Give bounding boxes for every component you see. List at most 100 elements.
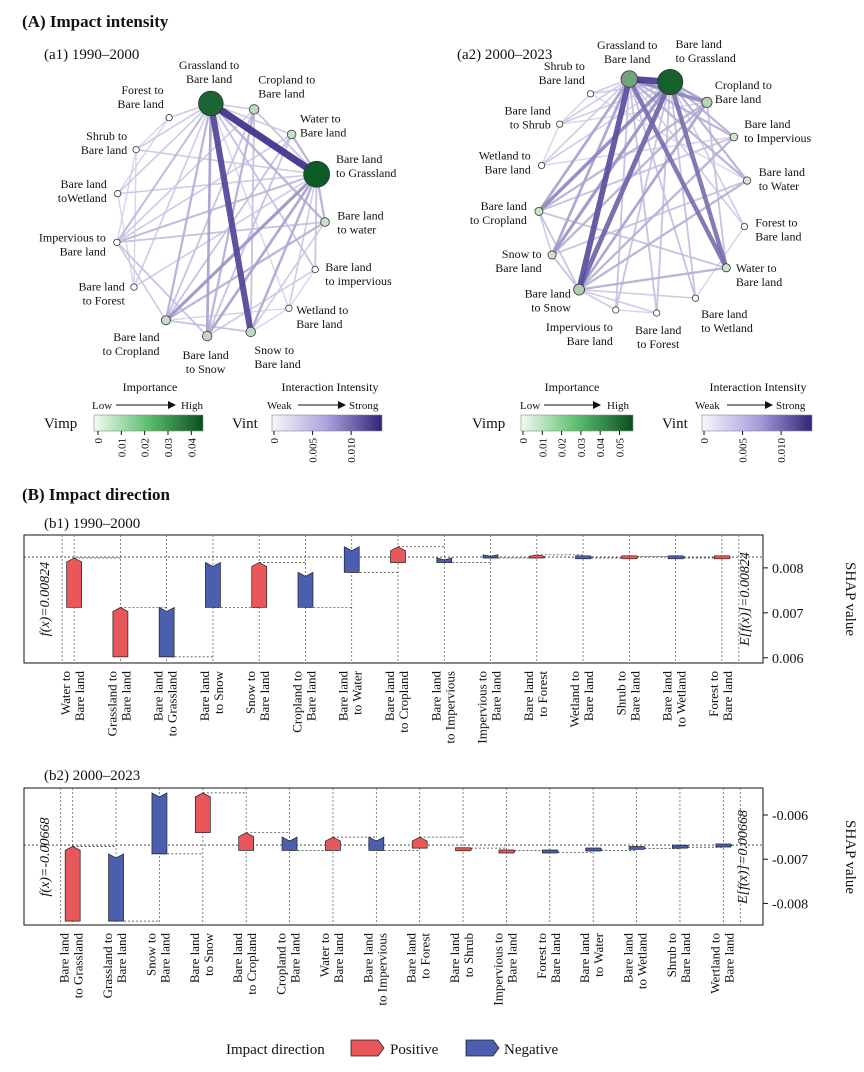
b2-xtick-label: Bare land <box>187 933 202 984</box>
waterfall-b1-efx-label: E[f(x)]=0.00824 <box>738 552 753 647</box>
a1-node-label: Wetland to <box>296 303 348 317</box>
b2-xtick-label: Bare land <box>678 933 693 984</box>
b1-xtick-label: to Impervious <box>442 671 457 744</box>
a2-edge <box>576 76 633 293</box>
waterfall-b2-ylabel: SHAP value <box>842 820 858 894</box>
a1-edge <box>206 133 293 338</box>
b1-bar <box>112 607 129 658</box>
a1-edge <box>249 173 318 334</box>
b2-xtick-label: to Wetland <box>635 933 650 990</box>
a1-edge <box>206 268 316 337</box>
network-a1-nodes <box>113 90 331 342</box>
a2-edge <box>669 81 746 228</box>
a1-node-label: toWetland <box>58 191 107 205</box>
colorbar-tick-label: 0.010 <box>346 438 358 463</box>
b2-xtick-label: Water to <box>317 933 332 977</box>
a2-node <box>537 161 546 170</box>
b2-xtick-label: to Forest <box>418 933 433 979</box>
colorbar-tick-label: 0.04 <box>595 438 607 458</box>
b2-bar <box>238 832 255 851</box>
a2-node-label: Cropland to <box>715 78 772 92</box>
b2-bar <box>194 792 211 834</box>
b1-xtick-label: to Cropland <box>396 671 411 733</box>
waterfall-b1-frame <box>23 534 764 664</box>
a1-edge <box>115 102 212 244</box>
legend-a2-vimp-colorbar <box>520 414 634 432</box>
a1-edge <box>115 241 209 338</box>
legend-a2-vint: Vint <box>662 416 689 432</box>
a1-node-label: Bare land <box>300 125 346 139</box>
a1-node-label: Bare land <box>337 208 383 222</box>
colorbar-tick-label: 0.03 <box>576 438 588 458</box>
b1-xtick-label: Bare land <box>118 671 133 722</box>
a2-node-label: to Water <box>759 179 799 193</box>
a2-edge <box>537 210 728 269</box>
a2-edge <box>538 210 553 256</box>
a2-node <box>729 132 739 142</box>
b1-xtick-label: Snow to <box>243 671 258 714</box>
colorbar-tick-label: 0.01 <box>116 438 128 457</box>
a2-edge <box>578 288 697 300</box>
section-b-title: (B) Impact direction <box>22 485 170 504</box>
a1-edge <box>116 116 170 195</box>
legend-a1-vint-ticks: 0 0.005 0.010 <box>269 431 358 463</box>
legend-a1-vimp: Vimp <box>44 416 77 432</box>
a2-node-label: Bare land <box>504 103 550 117</box>
a1-node <box>202 330 213 342</box>
a1-node <box>245 326 256 338</box>
b1-ytick-label: 0.007 <box>772 607 804 622</box>
b2-xtick-label: Bare land <box>621 933 636 984</box>
network-a2-edges <box>537 75 749 314</box>
network-a1-title: (a1) 1990–2000 <box>44 47 139 63</box>
a1-node <box>132 145 140 154</box>
a2-node-label: Wetland to <box>479 149 531 163</box>
a2-edge <box>628 78 697 300</box>
a1-edge <box>133 102 212 288</box>
a2-node-label: to Shrub <box>510 117 551 131</box>
b2-bar <box>715 843 733 848</box>
b2-bar <box>281 836 298 851</box>
a1-edge <box>249 221 326 333</box>
b2-xtick-label: to Impervious <box>374 933 389 1006</box>
b2-xtick-label: Bare land <box>504 933 519 984</box>
a1-edge <box>135 116 170 151</box>
b2-xtick-label: Forest to <box>534 933 549 979</box>
legend-a2-vimp: Vimp <box>472 416 505 432</box>
a2-node-label: to Cropland <box>470 213 527 227</box>
legend-a1-importance-title: Importance <box>123 380 178 394</box>
a2-edge <box>558 93 592 125</box>
network-a2-title: (a2) 2000–2023 <box>457 47 552 63</box>
colorbar-tick-label: 0.01 <box>537 438 549 457</box>
a1-edge <box>116 102 212 195</box>
legend-a2-importance-title: Importance <box>545 380 600 394</box>
b2-xtick-label: to Grassland <box>71 933 86 999</box>
b1-bar <box>251 562 268 608</box>
a1-node-label: to Cropland <box>103 344 160 358</box>
waterfall-b1-fx-label: f(x)=0.00824 <box>38 562 53 636</box>
a1-node-label: Bare land <box>296 317 342 331</box>
legend-a1-vint-colorbar <box>271 414 383 432</box>
b1-bar <box>714 555 731 560</box>
a1-node <box>286 129 297 140</box>
a1-node-label: Water to <box>300 111 341 125</box>
b2-xtick-label: Shrub to <box>664 933 679 977</box>
a1-node-label: to Forest <box>82 294 125 308</box>
a1-edge <box>207 100 254 335</box>
a1-edge <box>116 192 135 288</box>
legend-a2-low: Low <box>520 400 540 412</box>
b2-xtick-label: to Shrub <box>461 933 476 977</box>
a2-edge <box>577 266 728 291</box>
b1-xtick-label: Bare land <box>151 671 166 722</box>
a2-node <box>721 263 731 273</box>
a2-node <box>573 283 585 296</box>
waterfall-b2-bars <box>64 792 733 922</box>
a2-edge <box>694 225 746 299</box>
b2-xtick-label: Bare land <box>447 933 462 984</box>
b1-xtick-label: Bare land <box>521 671 536 722</box>
a1-node-label: Bare land <box>81 143 127 157</box>
a2-node-label: Impervious to <box>546 320 613 334</box>
a2-node-label: Bare land <box>525 286 571 300</box>
a2-node-label: Bare land <box>736 275 782 289</box>
